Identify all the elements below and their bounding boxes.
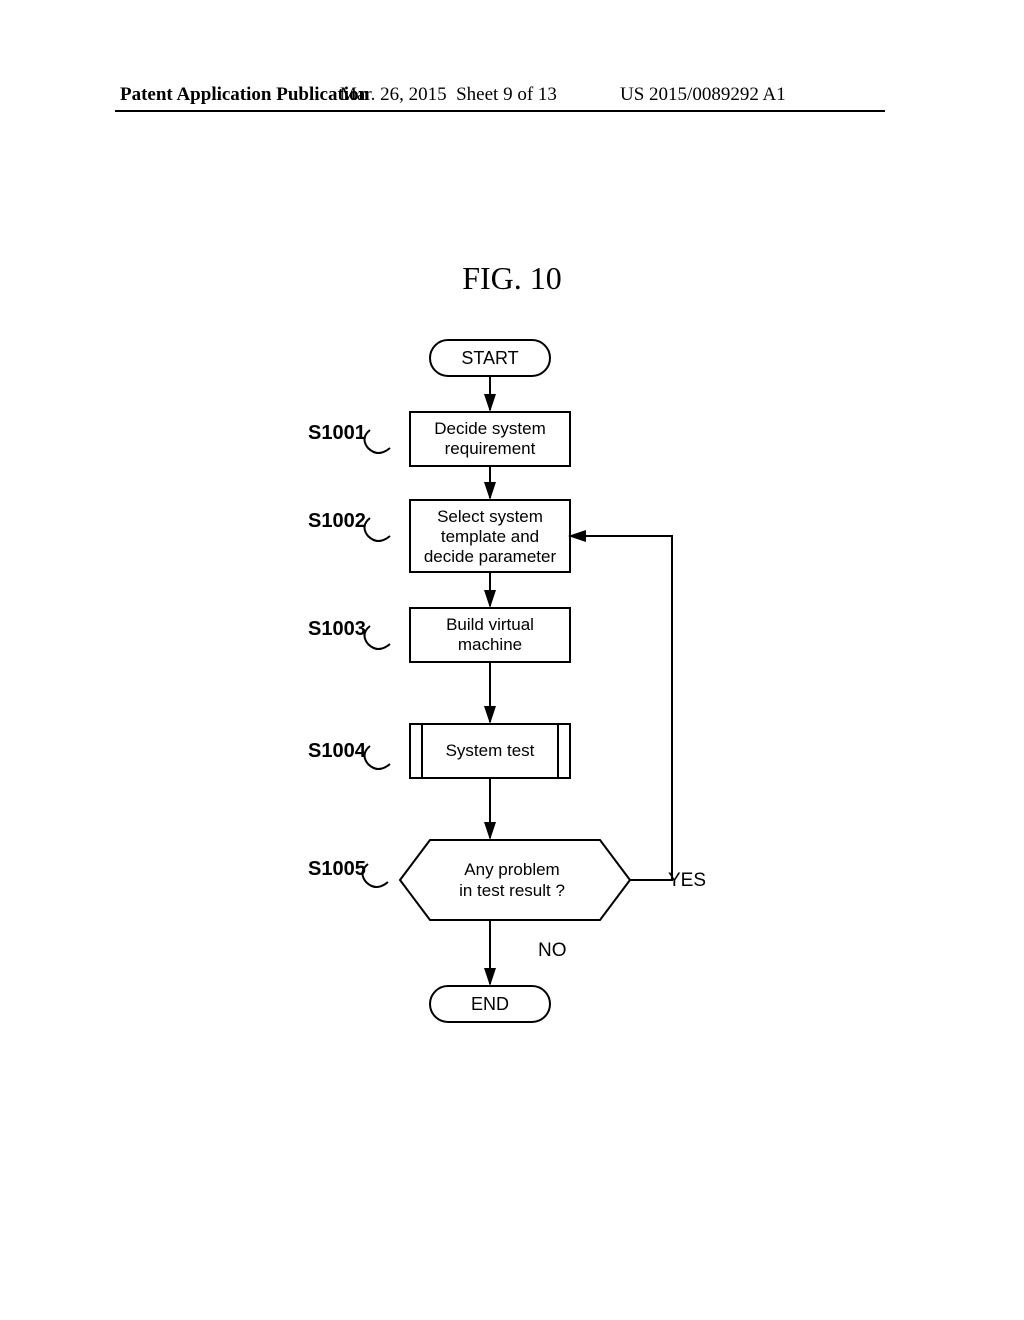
header-publication: Patent Application Publication xyxy=(120,84,369,106)
start-text: START xyxy=(461,348,518,368)
edge-yes-loop xyxy=(570,536,672,880)
node-s1003-line1: Build virtual xyxy=(446,615,534,634)
header-rule xyxy=(115,110,885,112)
figure-title: FIG. 10 xyxy=(0,260,1024,297)
header-docnum: US 2015/0089292 A1 xyxy=(620,84,786,106)
node-s1001-line2: requirement xyxy=(445,439,536,458)
node-s1002-line1: Select system xyxy=(437,507,543,526)
node-s1005-line1: Any problem xyxy=(464,860,559,879)
node-s1001-line1: Decide system xyxy=(434,419,545,438)
bracket-s1001 xyxy=(364,430,390,453)
node-s1002-line2: template and xyxy=(441,527,539,546)
flowchart: START Decide system requirement Select s… xyxy=(260,330,780,1060)
bracket-s1002 xyxy=(364,518,390,541)
header-date-sheet: Mar. 26, 2015 Sheet 9 of 13 xyxy=(340,84,557,106)
bracket-s1004 xyxy=(364,746,390,769)
node-s1002-line3: decide parameter xyxy=(424,547,557,566)
bracket-s1003 xyxy=(364,626,390,649)
end-text: END xyxy=(471,994,509,1014)
bracket-s1005 xyxy=(362,864,388,887)
node-s1005-line2: in test result ? xyxy=(459,881,565,900)
node-s1005 xyxy=(400,840,630,920)
node-s1004-line1: System test xyxy=(446,741,535,760)
node-s1003-line2: machine xyxy=(458,635,522,654)
